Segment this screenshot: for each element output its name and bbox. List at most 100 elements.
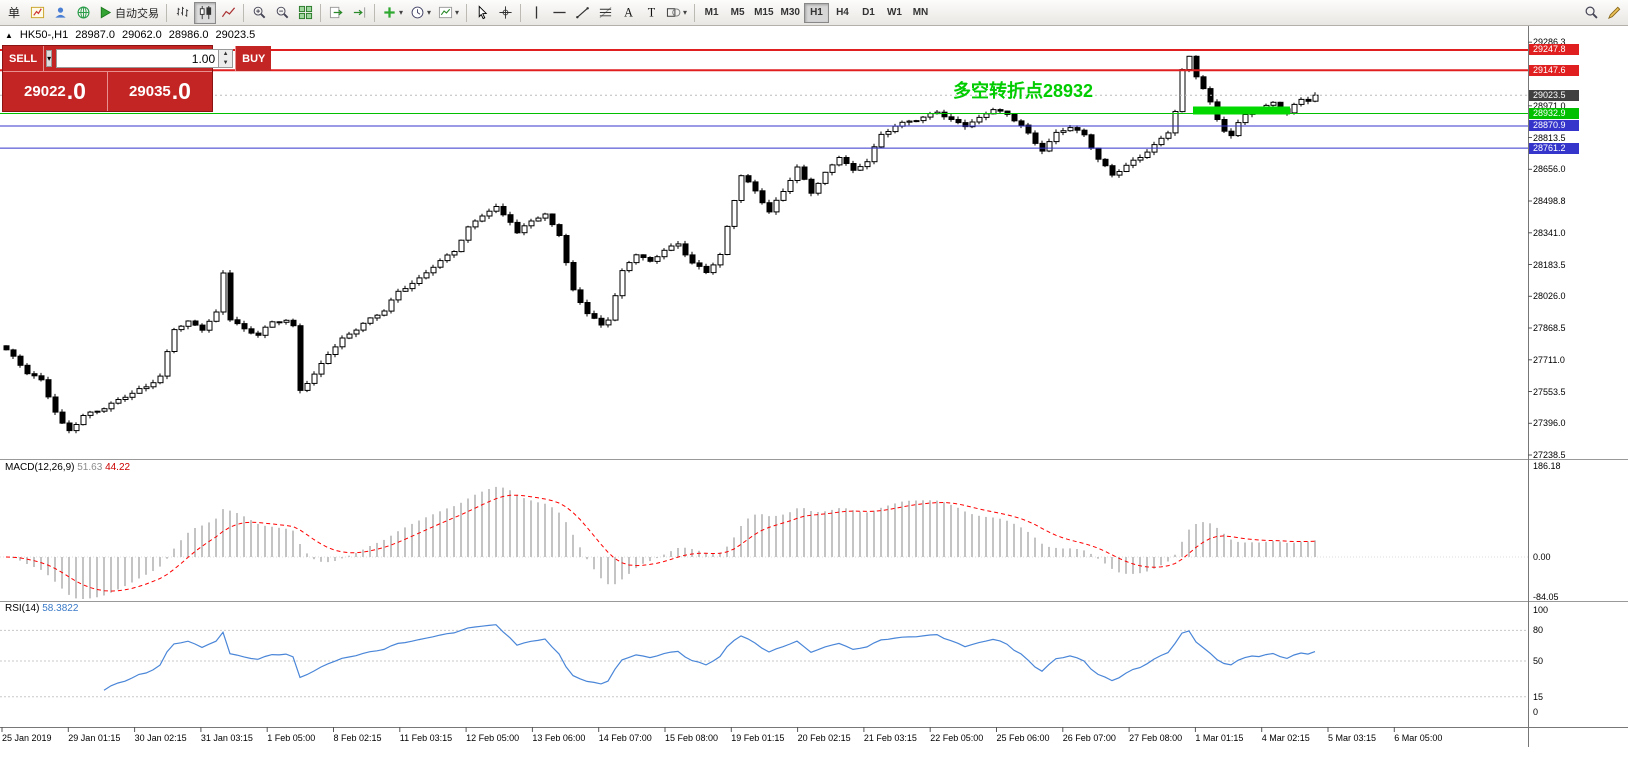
price-axis-label: 28813.5: [1533, 132, 1566, 143]
macd-name: MACD(12,26,9): [5, 462, 75, 473]
chart-shift-button[interactable]: [348, 2, 370, 24]
timeframe-d1-button[interactable]: D1: [856, 3, 881, 23]
chevron-down-icon: ▾: [47, 53, 52, 63]
crosshair-button[interactable]: [494, 2, 516, 24]
time-axis-label: 12 Feb 05:00: [466, 733, 520, 743]
buy-price-frac: .0: [171, 78, 191, 104]
toolbar-separator: [520, 3, 522, 22]
volume-field: ▲ ▼: [56, 49, 234, 68]
shapes-button[interactable]: ▾: [663, 2, 690, 24]
tile-windows-button[interactable]: [294, 2, 316, 24]
cursor-icon: [475, 5, 490, 20]
indicators-button[interactable]: ▾: [379, 2, 406, 24]
time-axis-label: 27 Feb 08:00: [1129, 733, 1183, 743]
timeframe-m15-button[interactable]: M15: [751, 3, 776, 23]
fibonacci-button[interactable]: [594, 2, 616, 24]
price-axis-label: 28026.0: [1533, 291, 1566, 302]
trend-icon: [575, 5, 590, 20]
volume-down-button[interactable]: ▼: [219, 58, 233, 67]
new-order-button-glyph: 单: [7, 6, 20, 20]
time-axis-label: 25 Jan 2019: [2, 733, 52, 743]
macd-label: MACD(12,26,9) 51.63 44.22: [5, 462, 130, 473]
templates-icon: [438, 5, 453, 20]
volume-input[interactable]: [57, 50, 219, 67]
edit-button[interactable]: [1603, 2, 1625, 24]
label-tool-button[interactable]: T: [640, 2, 662, 24]
rsi-label: RSI(14) 58.3822: [5, 603, 78, 614]
toolbar-separator: [320, 3, 321, 22]
trade-options-dropdown[interactable]: ▾: [46, 50, 53, 67]
time-axis-label: 20 Feb 02:15: [797, 733, 851, 743]
sell-button[interactable]: SELL: [3, 46, 45, 71]
hline-icon: [552, 5, 567, 20]
auto-scroll-button[interactable]: [325, 2, 347, 24]
price-axis-label: 28656.0: [1533, 164, 1566, 175]
bars-icon: [175, 5, 190, 20]
axes-and-dividers: [0, 26, 1628, 747]
time-axis-label: 1 Mar 01:15: [1195, 733, 1244, 743]
play-icon: [98, 5, 113, 20]
sell-price[interactable]: 29022.0: [3, 72, 107, 111]
bar-chart-mode-button[interactable]: [171, 2, 193, 24]
price-badge: 29023.5: [1529, 89, 1579, 101]
profiles-icon: [53, 5, 68, 20]
line-chart-mode-button[interactable]: [217, 2, 239, 24]
vertical-line-button[interactable]: [525, 2, 547, 24]
sell-price-frac: .0: [66, 78, 86, 104]
price-axis-label: 28341.0: [1533, 227, 1566, 238]
price-axis-label: 27396.0: [1533, 418, 1566, 429]
timeframe-w1-button[interactable]: W1: [882, 3, 907, 23]
buy-button[interactable]: BUY: [235, 46, 272, 71]
candlestick-mode-button[interactable]: [194, 1, 216, 24]
timeframe-m5-button[interactable]: M5: [725, 3, 750, 23]
profiles-button[interactable]: [49, 2, 71, 24]
time-axis-label: 15 Feb 08:00: [665, 733, 719, 743]
time-axis-label: 6 Mar 05:00: [1394, 733, 1443, 743]
vline-icon: [529, 5, 544, 20]
chevron-down-icon: ▾: [683, 8, 688, 17]
market-watch-button[interactable]: [72, 2, 94, 24]
linec-icon: [221, 5, 236, 20]
timeframe-m1-button[interactable]: M1: [699, 3, 724, 23]
macd-axis-label: 186.18: [1533, 461, 1561, 471]
horizontal-line-button[interactable]: [548, 2, 570, 24]
zoom-in-button[interactable]: [248, 2, 270, 24]
trendline-button[interactable]: [571, 2, 593, 24]
time-axis-label: 31 Jan 03:15: [200, 733, 253, 743]
cursor-button[interactable]: [471, 2, 493, 24]
chart-annotation-text[interactable]: 多空转折点28932: [953, 81, 1094, 101]
periods-button[interactable]: ▾: [407, 2, 434, 24]
text-tool-button[interactable]: A: [617, 2, 639, 24]
ohlc-toggle-icon[interactable]: ▲: [5, 30, 13, 40]
timeframe-h4-button[interactable]: H4: [830, 3, 855, 23]
sell-price-main: 29022: [24, 83, 66, 100]
rsi-axis-label: 15: [1533, 691, 1544, 702]
plus-icon: [382, 5, 397, 20]
timeframe-h1-button[interactable]: H1: [803, 2, 829, 23]
pencil-icon: [1607, 5, 1622, 20]
search-button[interactable]: [1580, 2, 1602, 24]
autotrading-button[interactable]: 自动交易: [95, 2, 162, 24]
new-order-button[interactable]: 单: [3, 2, 25, 24]
zoom-out-button[interactable]: [271, 2, 293, 24]
rsi-pane: [0, 624, 1528, 698]
clock-icon: [410, 5, 425, 20]
price-axis-label: 28971.0: [1533, 100, 1566, 111]
charts-window-button[interactable]: [26, 2, 48, 24]
templates-button[interactable]: ▾: [435, 2, 462, 24]
timeframe-mn-button[interactable]: MN: [908, 3, 933, 23]
time-axis-label: 1 Feb 05:00: [267, 733, 316, 743]
timeframe-m30-button[interactable]: M30: [778, 3, 803, 23]
buy-price[interactable]: 29035.0: [108, 72, 212, 111]
one-click-trading-panel: SELL ▾ ▲ ▼ BUY 29022.0 29035.0: [2, 45, 272, 112]
time-axis-label: 5 Mar 03:15: [1328, 733, 1377, 743]
volume-up-button[interactable]: ▲: [219, 50, 233, 59]
chevron-down-icon: ▾: [399, 8, 404, 17]
time-axis-label: 25 Feb 06:00: [996, 733, 1050, 743]
open-value: 28987.0: [75, 29, 115, 41]
charts-icon: [30, 5, 45, 20]
svg-text:T: T: [647, 6, 655, 20]
price-badge: 29147.6: [1529, 64, 1579, 76]
